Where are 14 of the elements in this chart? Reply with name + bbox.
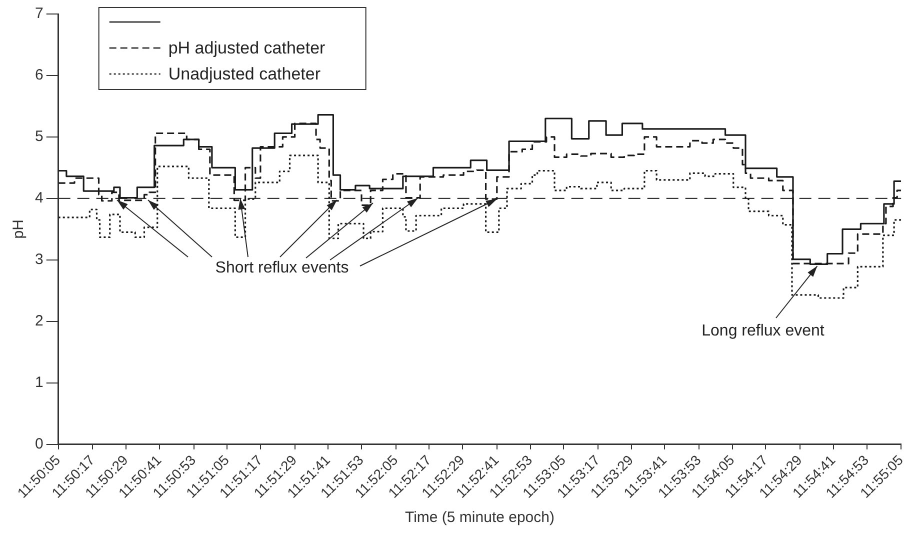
annotation: Short reflux events [215, 259, 349, 276]
y-tick-label: 7 [35, 5, 44, 22]
y-tick-label: 1 [35, 374, 44, 391]
y-tick-label: 5 [35, 128, 44, 146]
y-tick-label: 2 [35, 312, 44, 330]
x-axis-title: Time (5 minute epoch) [404, 509, 554, 526]
legend-label: Unadjusted catheter [168, 64, 321, 84]
annotation: Long reflux event [702, 322, 825, 340]
y-axis-title: pH [10, 220, 28, 239]
legend-label: pH adjusted catheter [168, 38, 326, 58]
y-tick-label: 4 [35, 190, 44, 207]
y-tick-label: 6 [35, 66, 44, 84]
y-tick-label: 3 [35, 251, 44, 268]
y-tick-label: 0 [35, 435, 44, 452]
